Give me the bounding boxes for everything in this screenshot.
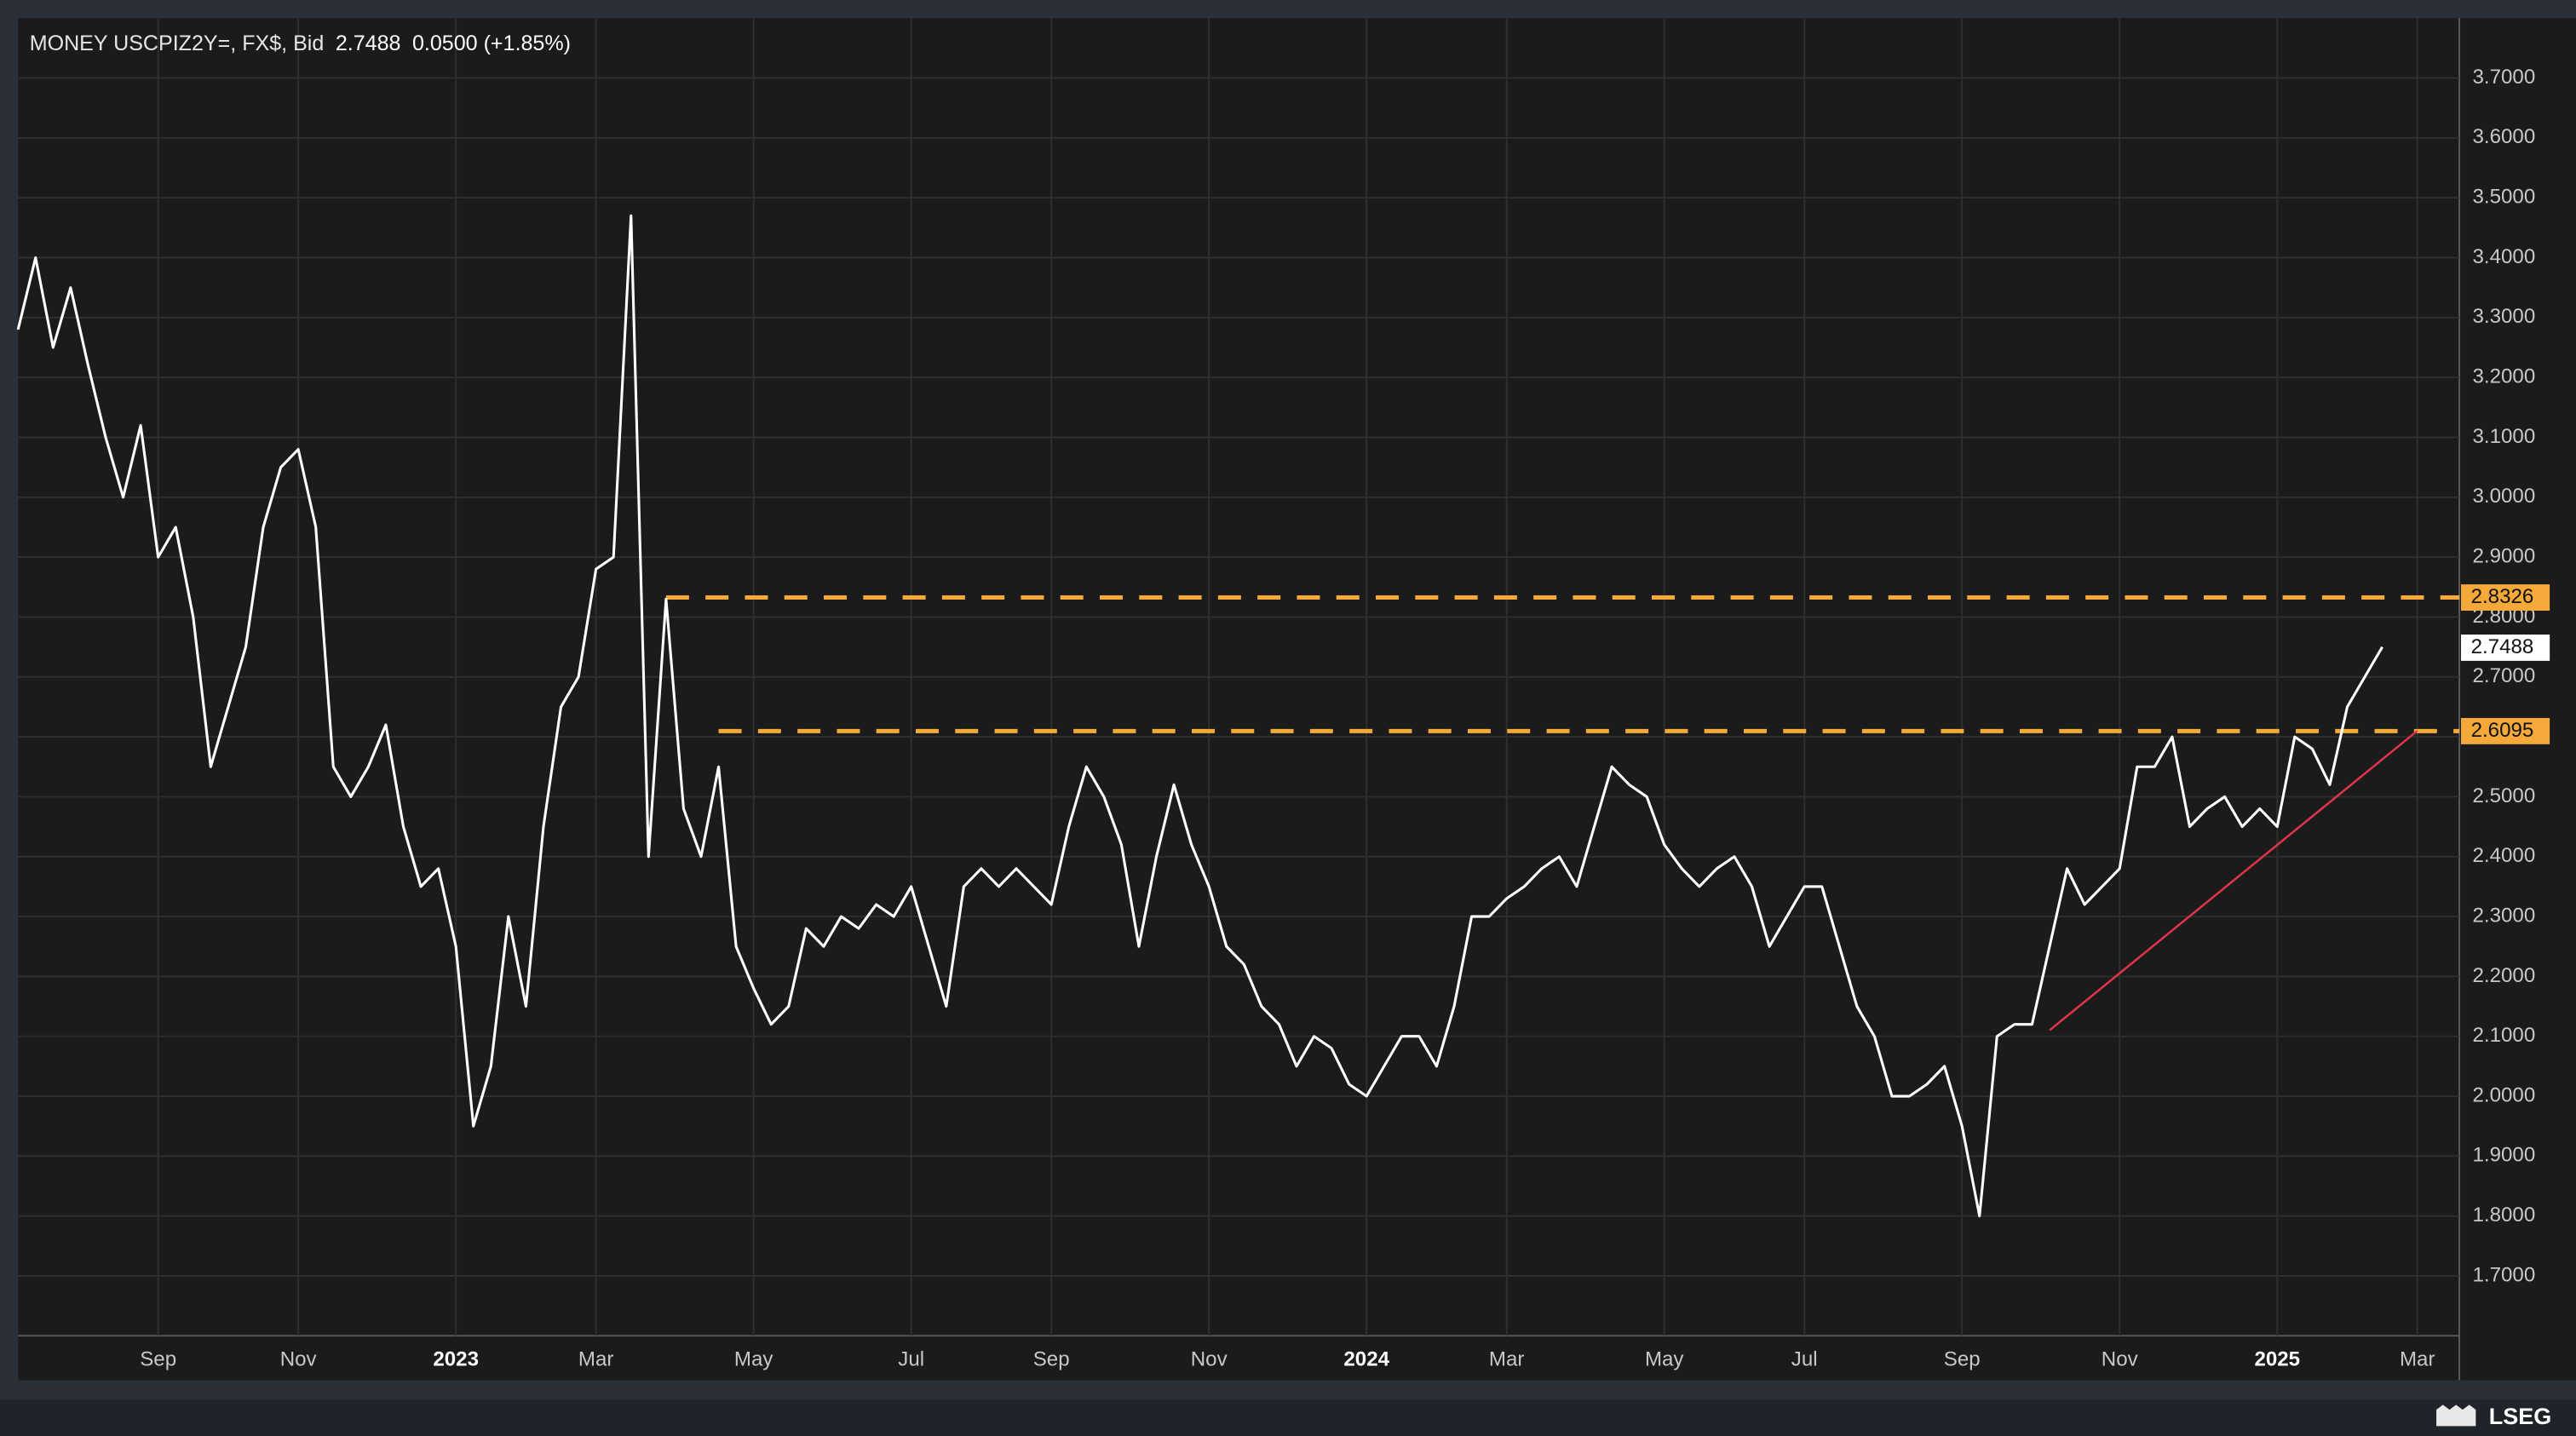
x-tick-label: Mar (578, 1348, 614, 1371)
x-tick-label: 2024 (1343, 1348, 1389, 1371)
logo-icon (2436, 1404, 2476, 1427)
y-tick-label: 3.4000 (2473, 245, 2536, 268)
brand-name: LSEG (2489, 1404, 2552, 1429)
x-tick-label: Nov (280, 1348, 317, 1371)
x-tick-label: Sep (1944, 1348, 1981, 1371)
footer-bar (0, 1399, 2576, 1436)
x-tick-label: May (734, 1348, 773, 1371)
x-tick-label: Sep (140, 1348, 176, 1371)
y-tick-label: 1.8000 (2473, 1203, 2536, 1226)
level-label: 2.8326 (2471, 585, 2534, 608)
price-change: 0.0500 (+1.85%) (412, 32, 571, 55)
x-tick-label: Sep (1033, 1348, 1070, 1371)
level-label: 2.6095 (2471, 719, 2534, 742)
x-tick-label: May (1645, 1348, 1684, 1371)
x-tick-label: Mar (1489, 1348, 1525, 1371)
last-price-label: 2.7488 (2471, 635, 2534, 658)
grid (18, 18, 2460, 1336)
y-tick-label: 3.1000 (2473, 425, 2536, 448)
marks (16, 214, 2460, 1218)
y-tick-label: 2.0000 (2473, 1083, 2536, 1106)
y-tick-label: 3.6000 (2473, 125, 2536, 148)
instrument-name: MONEY USCPIZ2Y=, FX$, Bid (30, 32, 325, 55)
x-tick-label: 2023 (433, 1348, 479, 1371)
last-price-tag (2461, 635, 2550, 661)
x-tick-label: Jul (898, 1348, 924, 1371)
trendline (2049, 730, 2418, 1031)
plot-background (18, 18, 2576, 1381)
x-tick-label: Mar (2400, 1348, 2435, 1371)
brand-logo: LSEG (2436, 1404, 2551, 1429)
y-tick-label: 1.9000 (2473, 1144, 2536, 1167)
y-tick-label: 3.3000 (2473, 305, 2536, 328)
y-tick-label: 3.7000 (2473, 66, 2536, 89)
x-tick-label: Nov (2102, 1348, 2138, 1371)
y-tick-label: 2.1000 (2473, 1024, 2536, 1047)
y-tick-label: 2.4000 (2473, 844, 2536, 867)
y-tick-label: 2.5000 (2473, 784, 2536, 807)
y-tick-label: 2.7000 (2473, 664, 2536, 687)
y-tick-label: 2.2000 (2473, 964, 2536, 987)
y-tick-label: 1.7000 (2473, 1263, 2536, 1286)
y-tick-label: 3.0000 (2473, 485, 2536, 508)
level-tag (2461, 584, 2550, 611)
x-tick-label: Jul (1791, 1348, 1818, 1371)
y-tick-label: 2.3000 (2473, 904, 2536, 927)
labels: 1.7000 1.8000 1.9000 2.0000 2.1000 2.2000 2.30… (140, 66, 2550, 1371)
level-tag (2461, 717, 2550, 744)
y-tick-label: 3.2000 (2473, 365, 2536, 388)
y-tick-label: 2.9000 (2473, 545, 2536, 568)
x-tick-label: 2025 (2254, 1348, 2300, 1371)
price-line (16, 214, 2383, 1218)
last-price: 2.7488 (336, 32, 401, 55)
header: MONEY USCPIZ2Y=, FX$, Bid 2.7488 0.0500 (+… (30, 32, 571, 55)
y-tick-label: 3.5000 (2473, 186, 2536, 209)
x-tick-label: Nov (1191, 1348, 1228, 1371)
